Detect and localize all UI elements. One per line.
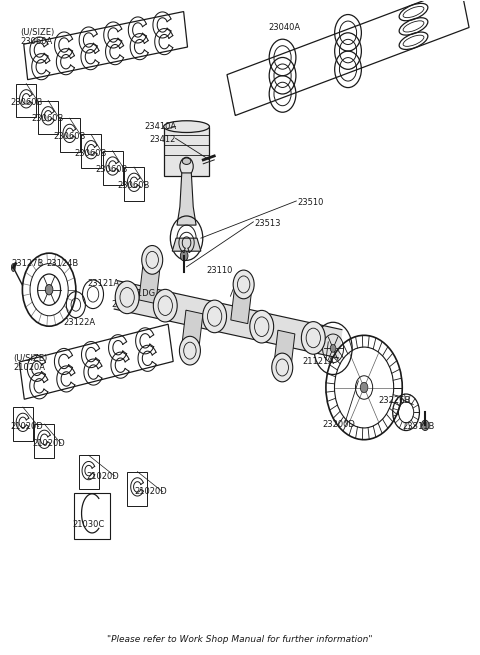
Text: 23311B: 23311B (402, 422, 434, 431)
Text: 23110: 23110 (206, 266, 233, 274)
Text: 23200D: 23200D (322, 420, 355, 428)
Text: 21030C: 21030C (72, 520, 104, 529)
Text: 23060B: 23060B (74, 149, 106, 158)
Text: 23124B: 23124B (47, 259, 79, 268)
Ellipse shape (164, 121, 209, 132)
Polygon shape (231, 282, 252, 324)
Text: (U/SIZE): (U/SIZE) (13, 354, 48, 364)
Polygon shape (139, 258, 161, 303)
Text: 23121A: 23121A (87, 278, 120, 288)
Text: 23060B: 23060B (53, 132, 85, 141)
Ellipse shape (182, 158, 191, 164)
Circle shape (45, 284, 53, 295)
Text: 23410A: 23410A (144, 122, 177, 131)
Circle shape (330, 345, 336, 352)
Text: 23513: 23513 (254, 219, 281, 228)
Circle shape (126, 295, 132, 303)
Circle shape (153, 290, 177, 322)
Polygon shape (177, 173, 196, 225)
Text: 21020D: 21020D (10, 422, 43, 431)
Text: 23510: 23510 (297, 198, 324, 207)
Circle shape (421, 420, 429, 430)
Text: 21020A: 21020A (13, 364, 45, 373)
Text: 21020D: 21020D (134, 487, 167, 496)
Text: "Please refer to Work Shop Manual for further information": "Please refer to Work Shop Manual for fu… (107, 635, 373, 644)
Text: 23060B: 23060B (10, 98, 42, 107)
Text: 21020D: 21020D (86, 472, 119, 481)
Circle shape (301, 322, 325, 354)
Ellipse shape (12, 263, 15, 271)
Circle shape (180, 336, 201, 365)
Text: 23060B: 23060B (96, 165, 128, 174)
Circle shape (233, 270, 254, 299)
Polygon shape (172, 238, 201, 251)
Text: 23060A: 23060A (21, 37, 53, 47)
Circle shape (203, 300, 227, 333)
Text: 23060B: 23060B (31, 114, 63, 123)
Text: 21121A: 21121A (302, 357, 334, 366)
Text: 23226B: 23226B (378, 396, 411, 405)
Circle shape (142, 246, 163, 274)
Polygon shape (181, 310, 203, 352)
Circle shape (360, 383, 368, 393)
Text: 23412: 23412 (149, 135, 176, 144)
Text: 1601DG: 1601DG (120, 289, 155, 298)
Circle shape (180, 251, 188, 261)
Text: 23040A: 23040A (269, 23, 301, 32)
Text: (U/SIZE): (U/SIZE) (21, 28, 55, 37)
Text: 23122A: 23122A (63, 318, 96, 327)
Circle shape (250, 310, 274, 343)
Polygon shape (114, 281, 342, 358)
Polygon shape (274, 330, 295, 369)
Text: 23060B: 23060B (117, 181, 150, 191)
Text: 23125: 23125 (111, 299, 138, 309)
Circle shape (115, 281, 139, 314)
Text: 21020D: 21020D (33, 439, 65, 448)
FancyBboxPatch shape (164, 126, 209, 176)
Text: 23127B: 23127B (11, 259, 43, 268)
Circle shape (272, 353, 293, 382)
